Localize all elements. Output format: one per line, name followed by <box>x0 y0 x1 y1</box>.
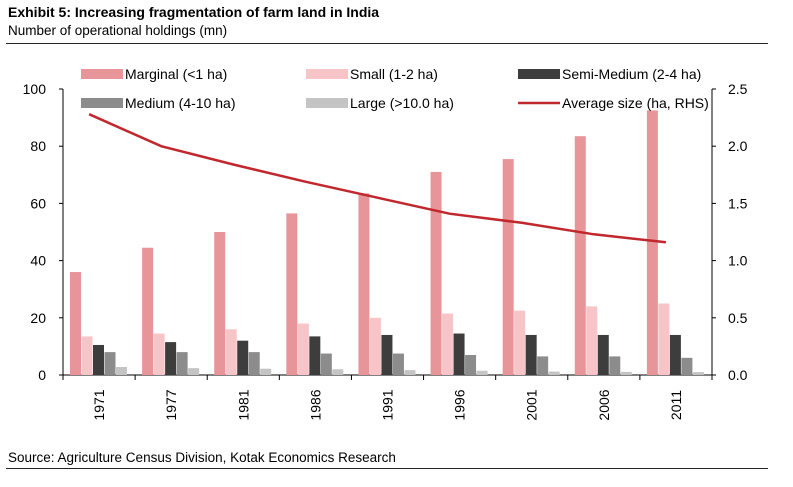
bar-semi-medium-1971 <box>93 344 104 375</box>
bar-medium-1996 <box>465 354 477 375</box>
y-tick-label-left: 100 <box>23 81 47 97</box>
y-tick-label-left: 0 <box>38 367 46 383</box>
y-tick-label-left: 40 <box>30 253 46 269</box>
legend-swatch <box>81 69 123 79</box>
x-tick-label: 1991 <box>380 389 396 420</box>
x-tick-label: 1986 <box>307 389 323 420</box>
y-tick-label-right: 2.0 <box>728 138 748 154</box>
bar-medium-2006 <box>609 356 621 375</box>
bar-large-2011 <box>692 372 704 375</box>
bar-marginal-1991 <box>358 193 370 375</box>
chart-subtitle: Number of operational holdings (mn) <box>8 23 228 38</box>
legend-swatch <box>306 69 348 79</box>
top-divider <box>6 43 768 44</box>
bar-large-1977 <box>188 368 200 375</box>
bar-large-1986 <box>332 369 344 375</box>
y-tick-label-left: 60 <box>30 195 46 211</box>
bar-marginal-1977 <box>142 247 154 375</box>
bar-small-1981 <box>225 329 237 375</box>
bar-small-1996 <box>442 313 454 375</box>
x-tick-label: 1981 <box>235 389 251 420</box>
bar-large-1996 <box>476 370 488 375</box>
bar-medium-2011 <box>681 357 693 375</box>
bar-medium-1981 <box>248 352 260 375</box>
chart-title: Exhibit 5: Increasing fragmentation of f… <box>8 4 380 20</box>
y-tick-label-right: 1.5 <box>728 195 748 211</box>
y-tick-label-right: 0.5 <box>728 310 748 326</box>
y-tick-label-right: 0.0 <box>728 367 748 383</box>
bar-semi-medium-1996 <box>453 333 465 375</box>
x-tick-label: 2006 <box>596 389 612 420</box>
bar-small-1986 <box>297 323 309 375</box>
bar-medium-1986 <box>320 353 332 375</box>
y-tick-label-left: 20 <box>30 310 46 326</box>
bar-marginal-2006 <box>574 136 586 375</box>
bar-marginal-2011 <box>646 110 658 375</box>
bar-large-1991 <box>404 370 416 375</box>
bar-small-1971 <box>81 336 93 375</box>
chart: 0 20 40 60 80 100 0.0 0.5 1.0 1.5 2.0 2.5 1971 1977 19… <box>23 66 748 421</box>
bar-semi-medium-1981 <box>237 340 249 375</box>
x-tick-label: 1977 <box>163 389 179 420</box>
y-tick-label-right: 2.5 <box>728 81 748 97</box>
bottom-divider <box>6 468 768 469</box>
legend-label: Small (1-2 ha) <box>350 66 438 82</box>
bar-small-2011 <box>658 303 670 375</box>
bar-semi-medium-2001 <box>525 334 537 375</box>
bar-small-1991 <box>369 317 381 375</box>
bar-small-2001 <box>514 310 526 375</box>
bar-semi-medium-1977 <box>165 342 177 375</box>
bar-marginal-1986 <box>286 213 298 375</box>
legend-label: Semi-Medium (2-4 ha) <box>562 66 701 82</box>
x-tick-label: 2001 <box>524 389 540 420</box>
legend-label: Average size (ha, RHS) <box>562 95 709 111</box>
bar-semi-medium-1986 <box>309 336 321 375</box>
bar-large-2001 <box>548 371 560 375</box>
line-average-size <box>88 113 667 244</box>
legend-label: Large (>10.0 ha) <box>350 95 454 111</box>
bar-medium-1971 <box>104 352 116 375</box>
bar-small-1977 <box>153 333 165 375</box>
bar-large-2006 <box>620 371 632 375</box>
x-tick-label: 1971 <box>91 389 107 420</box>
x-tick-label: 2011 <box>668 390 684 420</box>
legend-swatch <box>518 69 560 79</box>
bar-marginal-1996 <box>430 171 442 375</box>
x-tick-label: 1996 <box>452 389 468 420</box>
legend-swatch <box>306 98 348 108</box>
bar-semi-medium-1991 <box>381 334 393 375</box>
bar-marginal-1971 <box>70 272 81 375</box>
y-tick-label-right: 1.0 <box>728 253 748 269</box>
legend-swatch <box>81 98 123 108</box>
bar-medium-2001 <box>537 356 549 375</box>
bar-medium-1991 <box>392 353 404 375</box>
bar-large-1971 <box>116 366 127 375</box>
bar-large-1981 <box>260 368 272 375</box>
y-tick-label-left: 80 <box>30 138 46 154</box>
source-note: Source: Agriculture Census Division, Kot… <box>8 450 396 465</box>
bar-small-2006 <box>586 306 598 375</box>
legend-label: Marginal (<1 ha) <box>125 66 227 82</box>
bar-marginal-2001 <box>502 159 514 375</box>
bar-semi-medium-2006 <box>597 334 609 375</box>
bar-medium-1977 <box>176 352 188 375</box>
legend-label: Medium (4-10 ha) <box>125 95 236 111</box>
bar-marginal-1981 <box>214 232 226 375</box>
bar-semi-medium-2011 <box>669 334 681 375</box>
